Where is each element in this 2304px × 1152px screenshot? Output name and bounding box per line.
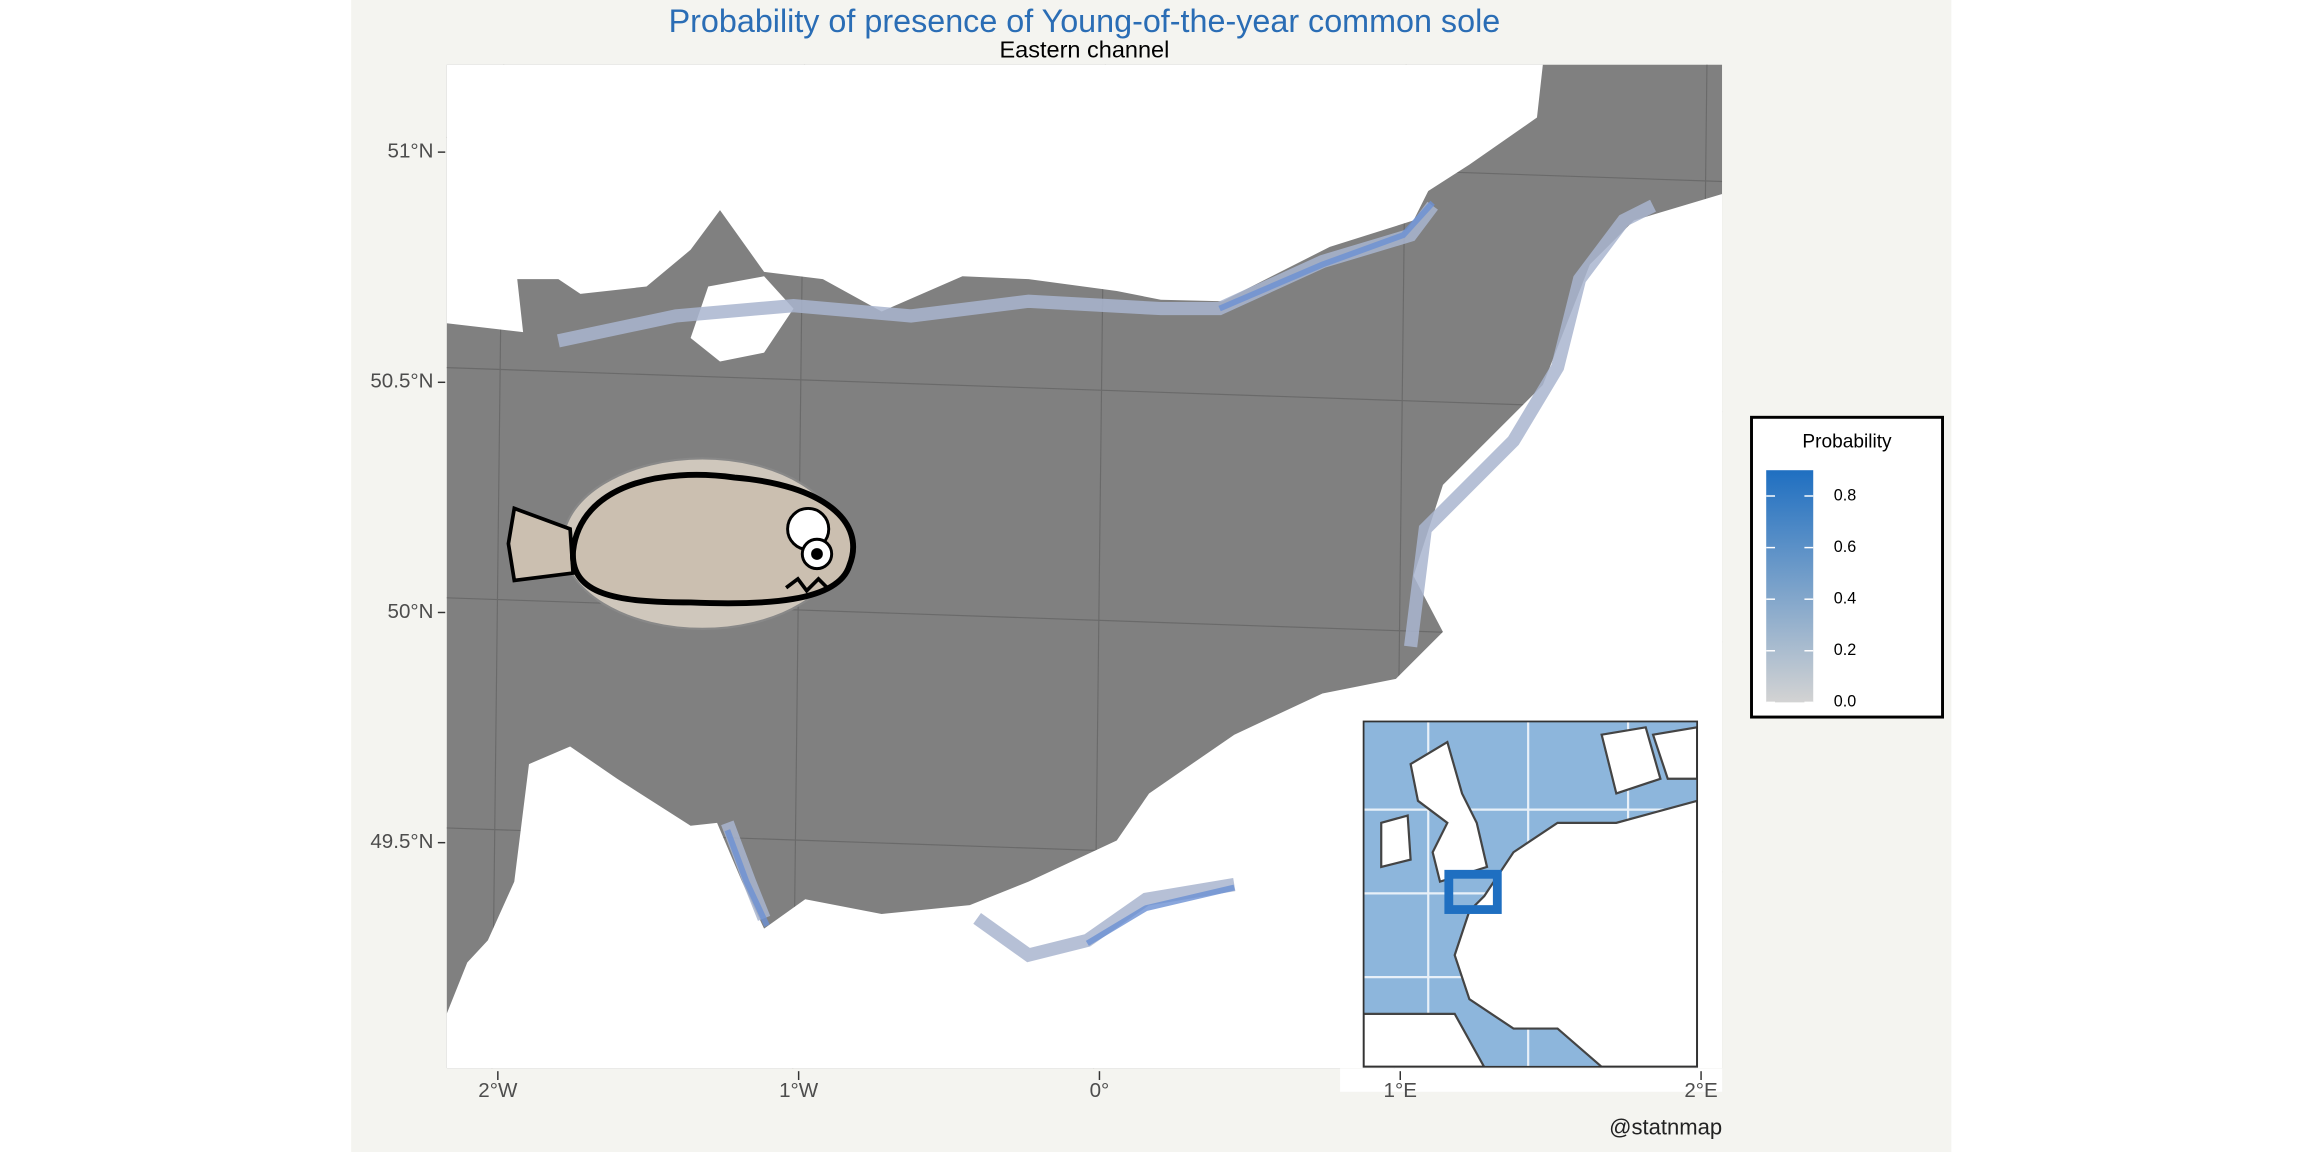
- colorbar: [1766, 470, 1814, 703]
- x-tick-label: 1°W: [779, 1079, 819, 1102]
- england-coast: [446, 64, 1543, 333]
- legend-tick-label: 0.2: [1834, 641, 1856, 659]
- title: Probability of presence of Young-of-the-…: [669, 3, 1501, 39]
- legend-tick-label: 0.6: [1834, 538, 1856, 556]
- caption: @statnmap: [1609, 1114, 1722, 1139]
- y-tick-label: 50.5°N: [370, 370, 433, 393]
- y-tick-label: 49.5°N: [370, 830, 433, 853]
- y-tick-label: 50°N: [388, 600, 434, 623]
- graticule-line: [446, 367, 1723, 413]
- x-tick-label: 2°E: [1684, 1079, 1717, 1102]
- axes: 2°W 1°W 0° 1°E 2°E 49.5°N 50°N 50.5°N 51°N: [370, 140, 1717, 1103]
- subtitle: Eastern channel: [999, 37, 1169, 63]
- legend-tick-label: 0.8: [1834, 486, 1856, 504]
- legend-title: Probability: [1802, 431, 1892, 452]
- probability-high: [724, 200, 1435, 946]
- y-tick-label: 51°N: [388, 140, 434, 163]
- x-tick-label: 2°W: [478, 1079, 518, 1102]
- sole-drawing: [506, 457, 857, 631]
- inset-map: [1362, 720, 1699, 1068]
- isle-of-wight: [690, 276, 794, 362]
- inset-frame: [1340, 1068, 1723, 1092]
- legend-tick-label: 0.0: [1834, 693, 1856, 711]
- legend-tick-label: 0.4: [1834, 589, 1856, 607]
- legend-ticks: 0.0 0.2 0.4 0.6 0.8: [1766, 486, 1856, 711]
- x-tick-label: 0°: [1090, 1079, 1110, 1102]
- x-tick-label: 1°E: [1384, 1079, 1417, 1102]
